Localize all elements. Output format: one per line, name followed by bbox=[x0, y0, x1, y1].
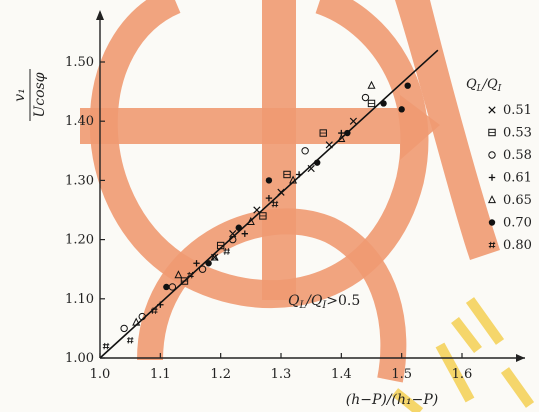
data-point bbox=[265, 177, 273, 184]
data-point bbox=[193, 260, 200, 267]
legend-marker bbox=[488, 128, 496, 137]
data-point bbox=[277, 188, 285, 196]
y-tick-label: 1.30 bbox=[65, 173, 94, 188]
data-point bbox=[205, 260, 212, 267]
data-point bbox=[295, 171, 303, 178]
data-point bbox=[180, 277, 189, 285]
data-point bbox=[367, 99, 376, 108]
watermark-logo bbox=[80, 0, 535, 412]
data-point bbox=[138, 312, 146, 321]
data-point bbox=[314, 159, 321, 166]
annotation: QL/QI>0.5 bbox=[288, 293, 360, 311]
legend-entry-label: 0.51 bbox=[503, 103, 532, 118]
data-point bbox=[301, 147, 309, 155]
x-tick-label: 1.4 bbox=[331, 367, 352, 382]
axes bbox=[96, 10, 525, 362]
legend-entry-label: 0.53 bbox=[503, 126, 532, 141]
data-point bbox=[319, 129, 327, 137]
data-point bbox=[398, 106, 405, 113]
data-point bbox=[344, 129, 351, 137]
data-point bbox=[259, 212, 267, 220]
data-point bbox=[132, 317, 141, 326]
data-point bbox=[246, 216, 255, 225]
data-point bbox=[126, 336, 134, 344]
data-point bbox=[151, 307, 158, 314]
legend-title: QL/QI bbox=[466, 77, 502, 94]
y-axis-label-denominator: Ucosφ bbox=[32, 72, 48, 117]
legend-marker bbox=[488, 151, 496, 159]
x-tick-label: 1.5 bbox=[391, 367, 412, 382]
data-point bbox=[102, 342, 110, 350]
data-point bbox=[198, 265, 207, 273]
data-point bbox=[216, 241, 225, 250]
data-point bbox=[163, 283, 170, 291]
data-point bbox=[283, 170, 291, 179]
y-tick-label: 1.10 bbox=[65, 292, 94, 307]
data-point bbox=[404, 82, 411, 89]
data-point bbox=[325, 141, 333, 149]
legend-entry-label: 0.65 bbox=[503, 193, 532, 208]
legend-marker bbox=[488, 219, 496, 226]
axis-labels: (h−P)/(h₁−P) v₁ Ucosφ bbox=[12, 69, 438, 408]
y-tick-label: 1.00 bbox=[65, 351, 94, 366]
y-tick-label: 1.20 bbox=[65, 233, 94, 248]
data-point bbox=[265, 194, 273, 202]
annotation-text: QL/QI>0.5 bbox=[288, 293, 360, 311]
data-point bbox=[289, 175, 298, 184]
x-tick-label: 1.3 bbox=[271, 367, 292, 382]
watermark-stem bbox=[262, 0, 296, 300]
data-point bbox=[187, 271, 194, 279]
data-point bbox=[157, 301, 164, 308]
data-point bbox=[307, 164, 315, 173]
data-point bbox=[361, 93, 370, 102]
x-tick-label: 1.0 bbox=[90, 367, 111, 382]
y-tick-label: 1.40 bbox=[65, 114, 94, 129]
x-tick-label: 1.1 bbox=[150, 367, 171, 382]
y-axis-arrow bbox=[96, 10, 104, 20]
y-tick-label: 1.50 bbox=[65, 55, 94, 70]
legend-marker bbox=[488, 106, 496, 114]
legend-entry-label: 0.80 bbox=[503, 238, 532, 253]
x-tick-label: 1.2 bbox=[210, 367, 231, 382]
legend-entry-label: 0.58 bbox=[503, 148, 532, 163]
data-point bbox=[380, 100, 387, 107]
data-point bbox=[229, 235, 237, 244]
watermark-bar bbox=[80, 108, 400, 144]
watermark-point bbox=[400, 95, 440, 160]
legend-marker bbox=[487, 195, 497, 204]
x-axis-label: (h−P)/(h₁−P) bbox=[346, 392, 439, 408]
watermark-arc bbox=[137, 208, 407, 383]
legend-entry-label: 0.70 bbox=[503, 216, 532, 231]
x-tick-label: 1.6 bbox=[452, 367, 473, 382]
x-axis-arrow bbox=[516, 354, 525, 362]
data-point bbox=[271, 200, 279, 208]
legend-entry-label: 0.61 bbox=[503, 171, 532, 186]
data-point bbox=[229, 230, 237, 238]
data-point bbox=[349, 117, 358, 125]
legend-marker bbox=[488, 174, 496, 181]
data-point bbox=[235, 224, 242, 231]
data-point bbox=[174, 270, 183, 279]
data-point bbox=[367, 80, 376, 89]
data-points bbox=[102, 80, 411, 350]
data-point bbox=[210, 252, 219, 261]
y-axis-label-numerator: v₁ bbox=[12, 88, 28, 102]
data-point bbox=[120, 324, 128, 333]
tick-labels: 1.0 1.1 1.2 1.3 1.4 1.5 1.6 1.00 1.10 1.20 1.30 1.4… bbox=[65, 55, 472, 382]
legend-marker bbox=[488, 241, 496, 249]
data-point bbox=[223, 248, 230, 255]
data-point bbox=[241, 230, 248, 237]
data-point bbox=[253, 206, 261, 214]
watermark-strokes bbox=[391, 297, 535, 412]
y-axis-label: v₁ Ucosφ bbox=[12, 69, 48, 121]
legend: QL/QI0.51 0.53 0.58 0.61 0.65 0.70 0.80 bbox=[466, 77, 532, 253]
data-point bbox=[337, 134, 346, 143]
